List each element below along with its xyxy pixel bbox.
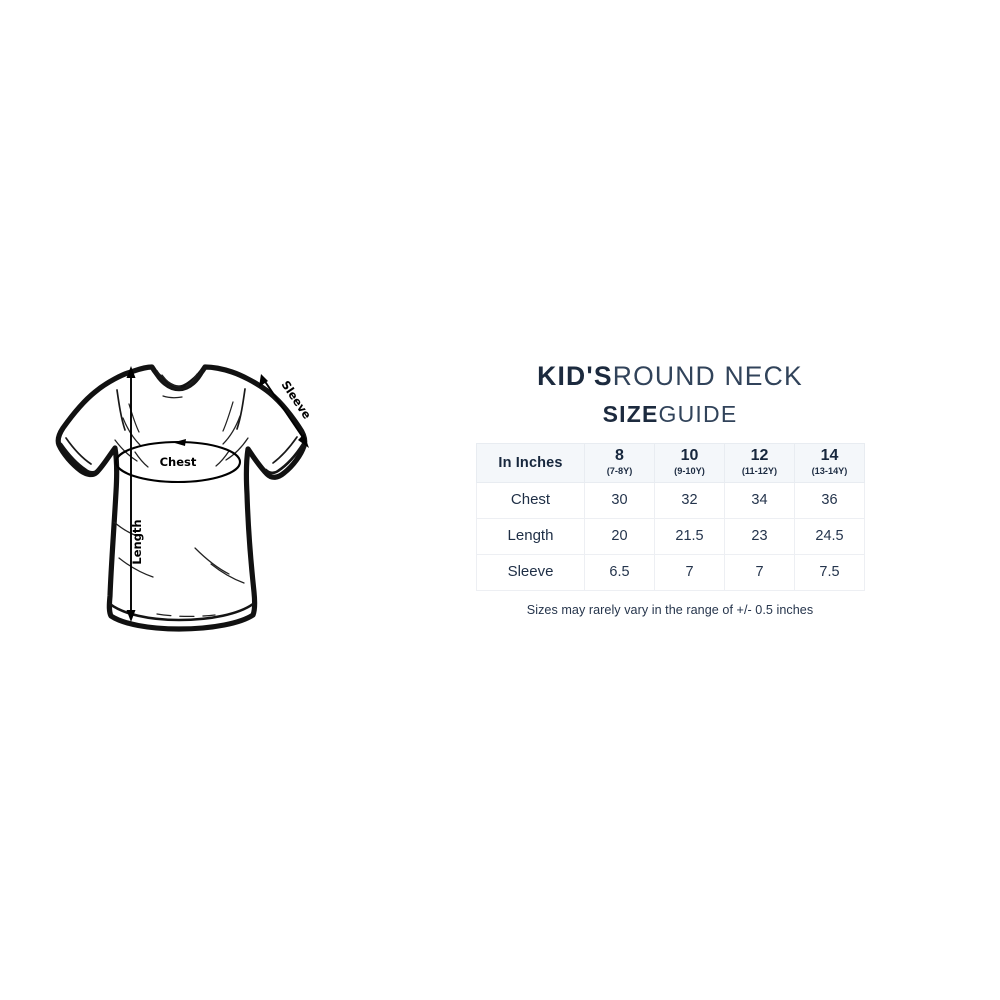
page-subtitle-bold: SIZE bbox=[602, 400, 659, 427]
row-label-text: Sleeve bbox=[507, 563, 554, 581]
page-title: KID'SROUND NECK bbox=[440, 362, 900, 391]
size-table-container: In Inches 8 (7-8Y) 10 (9-10Y) 12 (11-1 bbox=[476, 443, 865, 617]
cell-sleeve-14: 7.5 bbox=[794, 553, 865, 591]
row-label-sleeve: Sleeve bbox=[476, 553, 585, 591]
cell-chest-14: 36 bbox=[794, 481, 865, 519]
cell-length-14: 24.5 bbox=[794, 517, 865, 555]
table-row: Length 20 21.5 23 24.5 bbox=[476, 517, 865, 555]
column-header-size-8: 8 (7-8Y) bbox=[584, 443, 655, 483]
size-variance-note: Sizes may rarely vary in the range of +/… bbox=[526, 602, 814, 617]
cell-length-10: 21.5 bbox=[654, 517, 725, 555]
row-label-text: Length bbox=[507, 527, 554, 545]
size-number-10: 10 bbox=[680, 447, 699, 465]
table-header-row: In Inches 8 (7-8Y) 10 (9-10Y) 12 (11-1 bbox=[476, 443, 865, 483]
chest-measure-label: Chest bbox=[160, 455, 197, 469]
row-label-length: Length bbox=[476, 517, 585, 555]
cell-length-12: 23 bbox=[724, 517, 795, 555]
table-corner-header: In Inches bbox=[476, 443, 585, 483]
column-header-size-14: 14 (13-14Y) bbox=[794, 443, 865, 483]
size-number-12: 12 bbox=[750, 447, 769, 465]
size-number-14: 14 bbox=[820, 447, 839, 465]
age-range-14: (13-14Y) bbox=[811, 466, 848, 477]
size-guide-panel: KID'SROUND NECK SIZEGUIDE In Inches 8 bbox=[440, 362, 900, 617]
age-range-10: (9-10Y) bbox=[674, 466, 705, 477]
column-header-size-10: 10 (9-10Y) bbox=[654, 443, 725, 483]
table-row: Chest 30 32 34 36 bbox=[476, 481, 865, 519]
page-title-bold: KID'S bbox=[537, 361, 613, 391]
cell-sleeve-10: 7 bbox=[654, 553, 725, 591]
tshirt-illustration: Chest Length Sleeve bbox=[45, 352, 325, 642]
table-row: Sleeve 6.5 7 7 7.5 bbox=[476, 553, 865, 591]
cell-chest-10: 32 bbox=[654, 481, 725, 519]
size-table-header: In Inches 8 (7-8Y) 10 (9-10Y) 12 (11-1 bbox=[476, 443, 865, 483]
cell-length-8: 20 bbox=[584, 517, 655, 555]
cell-sleeve-12: 7 bbox=[724, 553, 795, 591]
row-label-chest: Chest bbox=[476, 481, 585, 519]
age-range-8: (7-8Y) bbox=[606, 466, 633, 477]
page-title-light: ROUND NECK bbox=[612, 361, 803, 391]
row-label-text: Chest bbox=[510, 491, 551, 509]
size-table-body: Chest 30 32 34 36 Length 20 21.5 23 bbox=[476, 481, 865, 591]
cell-chest-12: 34 bbox=[724, 481, 795, 519]
page-subtitle-light: GUIDE bbox=[658, 400, 738, 427]
size-table: In Inches 8 (7-8Y) 10 (9-10Y) 12 (11-1 bbox=[476, 443, 865, 591]
corner-header-text: In Inches bbox=[498, 454, 563, 471]
age-range-12: (11-12Y) bbox=[741, 466, 778, 477]
cell-chest-8: 30 bbox=[584, 481, 655, 519]
page-subtitle: SIZEGUIDE bbox=[440, 400, 900, 427]
column-header-size-12: 12 (11-12Y) bbox=[724, 443, 795, 483]
length-measure-label: Length bbox=[130, 519, 144, 564]
cell-sleeve-8: 6.5 bbox=[584, 553, 655, 591]
size-number-8: 8 bbox=[615, 447, 624, 465]
